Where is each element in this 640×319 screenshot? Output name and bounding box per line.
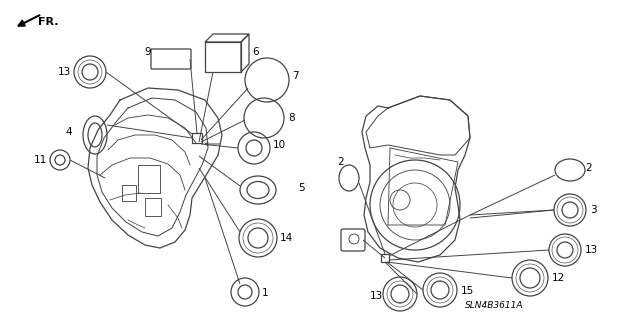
Text: 11: 11: [34, 155, 47, 165]
Bar: [138, 165, 160, 193]
Text: 1: 1: [262, 288, 269, 298]
Text: 2: 2: [337, 157, 344, 167]
Bar: [145, 198, 161, 216]
Text: 13: 13: [370, 291, 383, 301]
Text: 13: 13: [58, 67, 71, 77]
Text: FR.: FR.: [38, 17, 58, 27]
Text: SLN4B3611A: SLN4B3611A: [465, 300, 524, 309]
Text: 14: 14: [280, 233, 293, 243]
Text: 7: 7: [292, 71, 299, 81]
Bar: [381, 254, 389, 262]
Text: 2: 2: [585, 163, 591, 173]
Bar: [192, 133, 202, 143]
Bar: [122, 185, 136, 201]
Text: 13: 13: [585, 245, 598, 255]
Text: 8: 8: [288, 113, 294, 123]
Text: 5: 5: [298, 183, 305, 193]
Text: 6: 6: [252, 47, 259, 57]
Text: 9: 9: [144, 47, 150, 57]
Text: 4: 4: [65, 127, 72, 137]
Text: 12: 12: [552, 273, 565, 283]
Bar: [205, 42, 241, 72]
Text: 15: 15: [461, 286, 474, 296]
Text: 3: 3: [590, 205, 596, 215]
Text: 10: 10: [273, 140, 286, 150]
